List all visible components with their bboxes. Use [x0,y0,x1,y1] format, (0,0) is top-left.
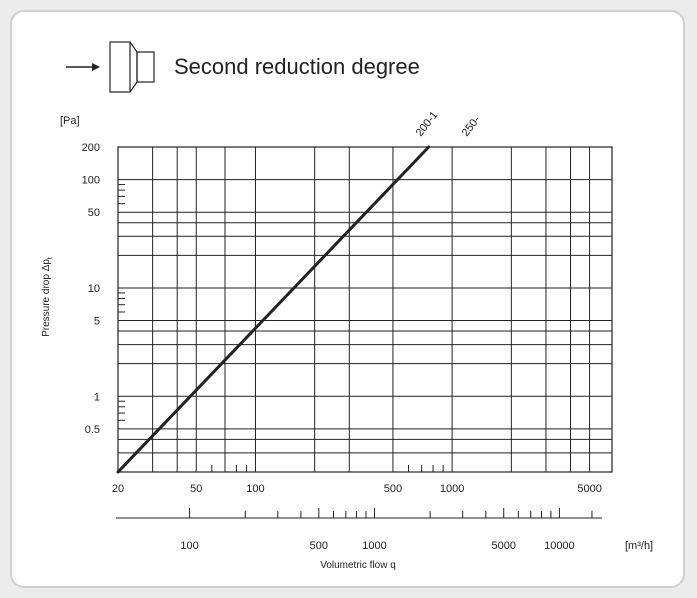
x-tick-label: 50 [190,483,202,495]
x-tick-label: 5000 [577,483,601,495]
x-tick-label: 500 [384,483,402,495]
x-tick-label: 1000 [440,483,464,495]
secondary-tick-label: 100 [180,540,198,552]
series-layer [116,145,431,474]
series-line-200-1 [116,145,431,474]
y-axis-label-text: Pressure drop Δp [41,259,52,337]
y-unit-label: [Pa] [60,115,80,127]
grid [118,147,612,472]
secondary-tick-label: 10000 [544,540,575,552]
x-axis-label: Volumetric flow q [320,560,396,571]
y-tick-label: 5 [94,316,100,328]
plot-frame [117,146,613,473]
y-tick-label: 10 [88,283,100,295]
secondary-tick-label: 5000 [491,540,515,552]
minor-ticks [118,184,444,472]
curve-label-250: 250- [460,114,483,139]
reducer-icon [66,41,155,93]
card [10,10,685,588]
x-tick-label: 100 [246,483,264,495]
axis-labels: 200 100 50 10 5 1 0.5 20 50 100 500 1000 5000 [82,142,602,495]
plot-area [117,146,613,473]
y-axis-label-subscript: t [47,257,54,259]
x-unit-label: [m³/h] [625,540,653,552]
x-tick-label: 20 [112,483,124,495]
y-axis-label: Pressure drop Δpt [41,257,54,337]
y-tick-label: 0.5 [85,424,100,436]
y-tick-label: 200 [82,142,100,154]
y-tick-label: 100 [82,175,100,187]
y-tick-label: 50 [88,207,100,219]
secondary-x-axis: 100 500 1000 5000 10000 [116,508,602,552]
chart-title: Second reduction degree [174,54,420,79]
curve-label-200-1: 200-1 [414,109,441,139]
secondary-tick-label: 500 [310,540,328,552]
secondary-tick-label: 1000 [362,540,386,552]
y-tick-label: 1 [94,391,100,403]
